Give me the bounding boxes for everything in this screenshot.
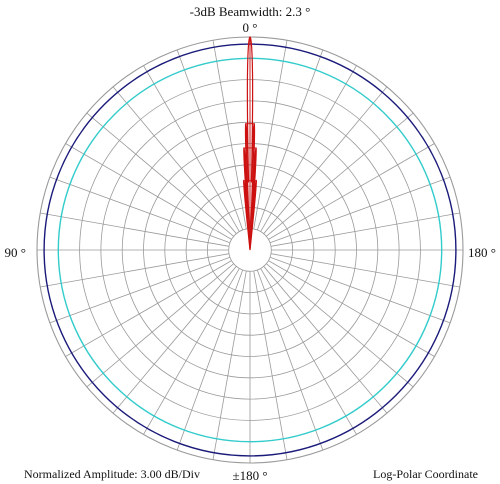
lobe-spoke	[249, 180, 257, 251]
grid-spoke	[260, 268, 357, 435]
grid-spoke	[256, 49, 324, 231]
angle-label-bottom: ±180 °	[232, 468, 267, 483]
grid-spoke	[176, 269, 244, 451]
grid-spoke	[176, 49, 244, 231]
radiation-pattern	[243, 36, 257, 251]
grid-spoke	[269, 176, 451, 244]
grid-spoke	[49, 176, 231, 244]
grid-spoke	[49, 256, 231, 324]
grid-spoke	[268, 260, 435, 357]
grid-spoke	[143, 65, 240, 232]
grid-spoke	[212, 40, 247, 230]
angle-label-left: 90 °	[5, 245, 26, 260]
grid-spoke	[269, 256, 451, 324]
grid-spoke	[263, 86, 388, 234]
grid-spoke	[266, 263, 414, 388]
grid-spoke	[253, 270, 288, 460]
grid-spoke	[65, 143, 232, 240]
grid-spoke	[65, 260, 232, 357]
amplitude-scale-note: Normalized Amplitude: 3.00 dB/Div	[24, 467, 200, 481]
grid-spoke	[270, 212, 460, 247]
grid-spoke	[86, 263, 234, 388]
grid-spoke	[112, 266, 237, 414]
grid-spoke	[263, 266, 388, 414]
grid-spoke	[260, 65, 357, 232]
grid-spoke	[212, 270, 247, 460]
grid-spoke	[40, 212, 230, 247]
lobe-spoke	[245, 123, 251, 251]
lobe-spoke	[243, 147, 251, 251]
grid-spoke	[40, 253, 230, 288]
grid-spoke	[268, 143, 435, 240]
lobe-spoke	[249, 147, 257, 251]
grid-spoke	[112, 86, 237, 234]
grid-spoke	[253, 40, 288, 230]
grid-spoke	[266, 112, 414, 237]
grid-spoke	[270, 253, 460, 288]
lobe-spoke	[249, 123, 255, 251]
grid-spoke	[256, 269, 324, 451]
grid-spoke	[86, 112, 234, 237]
lobe-spoke	[243, 180, 251, 251]
angle-label-right: 180 °	[468, 245, 496, 260]
angle-label-top: 0 °	[243, 20, 258, 35]
coordinate-type-note: Log-Polar Coordinate	[373, 467, 478, 481]
grid-spoke	[143, 268, 240, 435]
chart-title: -3dB Beamwidth: 2.3 °	[190, 4, 311, 19]
